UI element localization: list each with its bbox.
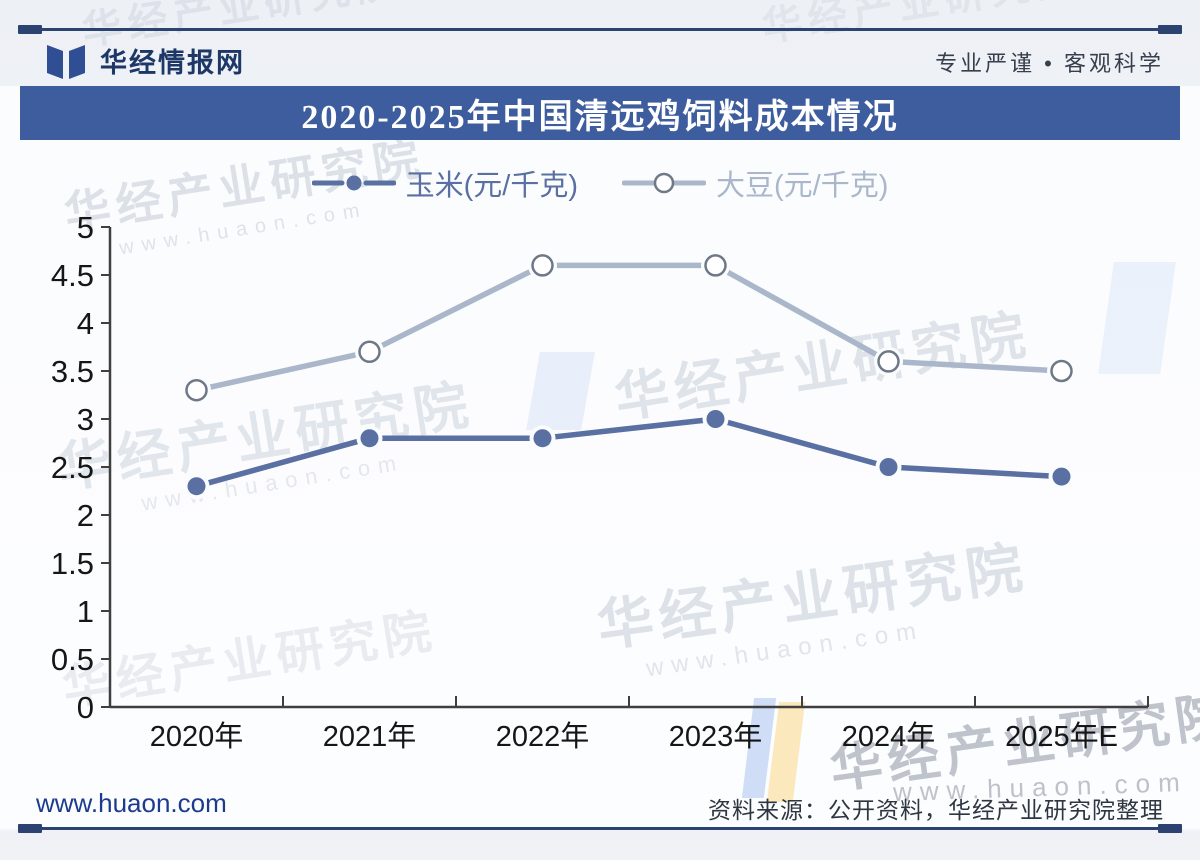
data-point-大豆(元/千克) xyxy=(358,340,381,364)
chart-legend: 玉米(元/千克) 大豆(元/千克) xyxy=(0,162,1200,204)
legend-item-corn: 玉米(元/千克) xyxy=(311,162,578,204)
data-point-玉米(元/千克) xyxy=(360,429,379,448)
series-line-玉米(元/千克) xyxy=(193,416,1065,489)
data-point-大豆(元/千克) xyxy=(704,254,727,277)
y-tick-label: 5 xyxy=(77,210,94,245)
footer-source-note: 资料来源：公开资料，华经产业研究院整理 xyxy=(708,797,1164,823)
title-bar: 2020-2025年中国清远鸡饲料成本情况 xyxy=(20,86,1180,140)
x-tick-label: 2024年 xyxy=(842,720,936,753)
y-tick-label: 1.5 xyxy=(51,546,94,581)
data-point-玉米(元/千克) xyxy=(187,477,206,496)
header-rule-right-cap xyxy=(1158,25,1182,34)
x-tick-label: 2023年 xyxy=(669,720,763,753)
y-tick-label: 0 xyxy=(77,690,94,725)
x-tick-label: 2021年 xyxy=(323,720,417,753)
data-point-大豆(元/千克) xyxy=(531,254,554,277)
y-tick-label: 2 xyxy=(77,498,94,533)
y-tick-label: 0.5 xyxy=(51,642,94,677)
header-tagline: 专业严谨 • 客观科学 xyxy=(935,51,1164,76)
x-tick-label: 2022年 xyxy=(496,720,590,753)
corn-line-marker-icon xyxy=(311,171,396,195)
legend-item-soybean: 大豆(元/千克) xyxy=(622,162,888,204)
y-tick-label: 3 xyxy=(77,402,94,437)
data-point-大豆(元/千克) xyxy=(1050,359,1073,383)
data-point-玉米(元/千克) xyxy=(1052,467,1071,486)
x-tick-label: 2025年E xyxy=(1005,720,1118,753)
soybean-line-marker-icon xyxy=(622,171,706,195)
legend-label-corn: 玉米(元/千克) xyxy=(405,170,578,202)
brand: 华经情报网 xyxy=(44,40,245,80)
data-point-玉米(元/千克) xyxy=(879,458,898,476)
y-tick-label: 3.5 xyxy=(51,354,94,389)
data-point-大豆(元/千克) xyxy=(185,378,208,402)
footer-rule xyxy=(20,827,1180,830)
data-point-玉米(元/千克) xyxy=(533,429,552,448)
legend-label-soybean: 大豆(元/千克) xyxy=(716,170,889,202)
y-tick-label: 4 xyxy=(77,306,94,341)
footer-site-url[interactable]: www.huaon.com xyxy=(36,788,227,818)
data-point-大豆(元/千克) xyxy=(877,350,900,373)
x-tick-label: 2020年 xyxy=(150,720,244,753)
y-tick-label: 4.5 xyxy=(51,258,94,293)
y-tick-label: 2.5 xyxy=(51,450,94,485)
brand-logo-icon xyxy=(44,40,88,80)
series-line-大豆(元/千克) xyxy=(193,262,1065,393)
footer-rule-right-cap xyxy=(1158,824,1182,833)
chart-title: 2020-2025年中国清远鸡饲料成本情况 xyxy=(301,98,899,136)
data-point-玉米(元/千克) xyxy=(706,410,725,428)
y-tick-label: 1 xyxy=(77,594,94,629)
brand-name: 华经情报网 xyxy=(100,47,245,78)
header-rule xyxy=(20,28,1180,31)
